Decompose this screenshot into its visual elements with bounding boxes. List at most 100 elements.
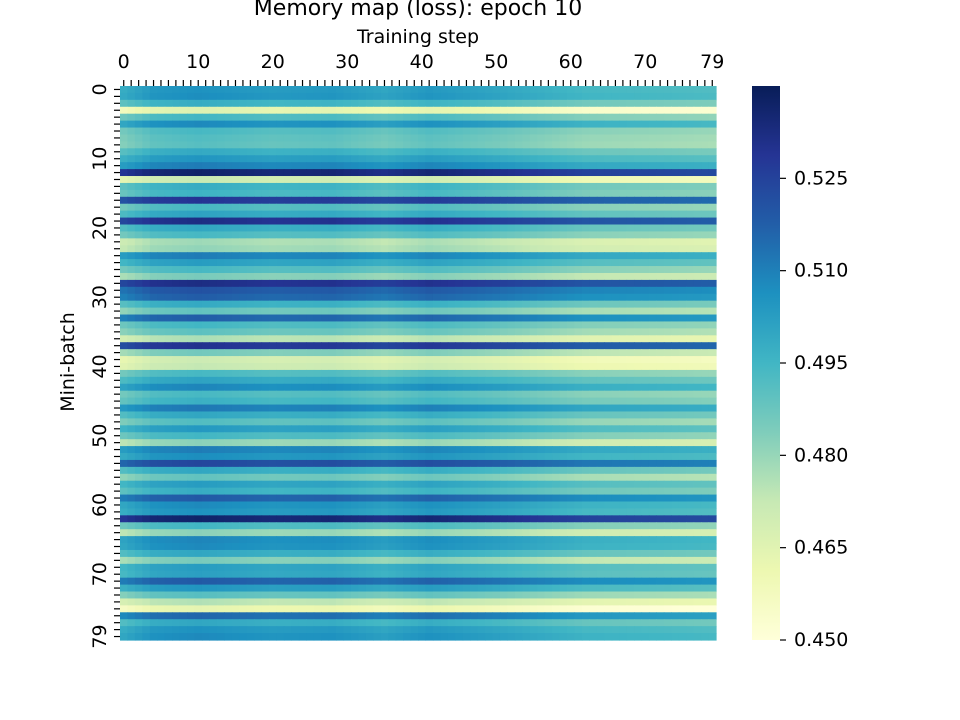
heatmap-cell (381, 460, 389, 468)
heatmap-cell (440, 502, 448, 510)
heatmap-cell (656, 315, 664, 323)
heatmap-cell (157, 398, 165, 406)
heatmap-cell (425, 197, 433, 205)
heatmap-cell (120, 432, 128, 440)
heatmap-cell (507, 342, 515, 350)
heatmap-cell (187, 418, 195, 426)
heatmap-cell (619, 211, 627, 219)
heatmap-cell (522, 321, 530, 329)
heatmap-cell (574, 349, 582, 357)
heatmap-cell (232, 294, 240, 302)
heatmap-cell (150, 259, 158, 267)
heatmap-cell (418, 273, 426, 281)
heatmap-cell (142, 86, 150, 94)
heatmap-cell (165, 301, 173, 309)
heatmap-cell (545, 141, 553, 149)
heatmap-cell (262, 280, 270, 288)
heatmap-cell (589, 238, 597, 246)
heatmap-cell (306, 211, 314, 219)
heatmap-cell (314, 301, 322, 309)
heatmap-cell (336, 190, 344, 198)
heatmap-cell (403, 328, 411, 336)
heatmap-cell (612, 148, 620, 156)
heatmap-cell (649, 114, 657, 122)
heatmap-cell (448, 308, 456, 316)
heatmap-cell (157, 349, 165, 357)
heatmap-cell (500, 453, 508, 461)
heatmap-cell (537, 308, 545, 316)
heatmap-cell (507, 252, 515, 260)
heatmap-cell (433, 363, 441, 371)
heatmap-cell (634, 342, 642, 350)
heatmap-cell (247, 100, 255, 108)
heatmap-cell (284, 474, 292, 482)
heatmap-cell (582, 294, 590, 302)
heatmap-cell (493, 467, 501, 475)
heatmap-cell (120, 328, 128, 336)
heatmap-cell (411, 474, 419, 482)
heatmap-cell (254, 418, 262, 426)
heatmap-cell (664, 384, 672, 392)
heatmap-cell (574, 356, 582, 364)
heatmap-cell (306, 218, 314, 226)
heatmap-cell (262, 335, 270, 343)
heatmap-cell (284, 141, 292, 149)
heatmap-cell (679, 467, 687, 475)
heatmap-cell (269, 342, 277, 350)
heatmap-cell (366, 439, 374, 447)
heatmap-cell (232, 432, 240, 440)
heatmap-cell (254, 141, 262, 149)
heatmap-cell (180, 315, 188, 323)
heatmap-cell (567, 211, 575, 219)
heatmap-cell (582, 225, 590, 233)
heatmap-cell (239, 321, 247, 329)
heatmap-cell (262, 218, 270, 226)
heatmap-cell (373, 321, 381, 329)
heatmap-cell (120, 176, 128, 184)
heatmap-cell (135, 384, 143, 392)
heatmap-cell (314, 183, 322, 191)
heatmap-cell (358, 252, 366, 260)
heatmap-cell (589, 342, 597, 350)
heatmap-cell (195, 86, 203, 94)
heatmap-cell (239, 252, 247, 260)
heatmap-cell (589, 114, 597, 122)
heatmap-cell (276, 128, 284, 136)
heatmap-cell (515, 86, 523, 94)
heatmap-cell (269, 121, 277, 129)
heatmap-cell (463, 398, 471, 406)
heatmap-cell (552, 425, 560, 433)
heatmap-cell (351, 349, 359, 357)
heatmap-cell (388, 245, 396, 253)
heatmap-cell (262, 141, 270, 149)
heatmap-cell (202, 418, 210, 426)
heatmap-cell (493, 508, 501, 516)
heatmap-cell (366, 266, 374, 274)
heatmap-cell (291, 225, 299, 233)
heatmap-cell (515, 370, 523, 378)
heatmap-cell (418, 335, 426, 343)
heatmap-cell (425, 411, 433, 419)
heatmap-cell (388, 328, 396, 336)
heatmap-cell (448, 488, 456, 496)
heatmap-cell (217, 100, 225, 108)
heatmap-cell (500, 425, 508, 433)
heatmap-cell (537, 446, 545, 454)
heatmap-cell (358, 190, 366, 198)
heatmap-cell (150, 100, 158, 108)
heatmap-cell (574, 439, 582, 447)
heatmap-cell (560, 315, 568, 323)
heatmap-cell (366, 453, 374, 461)
heatmap-cell (276, 418, 284, 426)
heatmap-cell (157, 363, 165, 371)
heatmap-cell (448, 418, 456, 426)
heatmap-cell (187, 273, 195, 281)
heatmap-cell (418, 481, 426, 489)
heatmap-cell (239, 508, 247, 516)
heatmap-cell (239, 411, 247, 419)
heatmap-cell (180, 453, 188, 461)
heatmap-cell (358, 273, 366, 281)
heatmap-cell (537, 134, 545, 142)
heatmap-cell (202, 356, 210, 364)
heatmap-cell (366, 384, 374, 392)
